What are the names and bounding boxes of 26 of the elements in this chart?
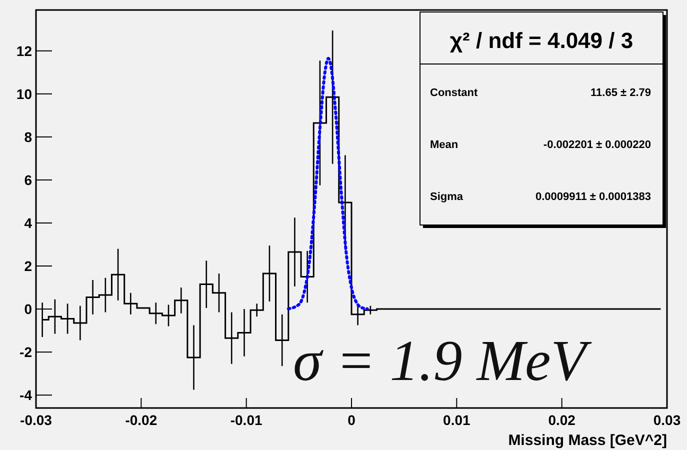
annotation: χ² / ndf = 4.049 / 3 [450,28,634,53]
y-tick-label: 10 [16,86,32,102]
y-tick-label: 6 [24,172,32,188]
y-tick-label: 8 [24,128,32,145]
y-tick-label: -2 [20,344,32,360]
y-tick-label: -4 [20,387,32,404]
x-tick-label: -0.02 [125,412,158,428]
x-tick-label: 0.03 [653,412,681,428]
annotation: σ = 1.9 MeV [293,328,593,393]
x-axis-title: Missing Mass [GeV^2] [508,432,667,449]
x-tick-label: -0.03 [20,412,52,428]
x-tick-label: -0.01 [230,412,262,428]
annotation: 11.65 ± 2.79 [590,87,651,99]
annotation: Mean [430,139,458,151]
line-series [286,56,369,310]
y-tick-label: 4 [24,214,32,231]
y-tick-label: 12 [16,42,32,59]
y-tick-label: 2 [24,258,32,274]
annotation: Sigma [430,191,464,203]
x-tick-label: 0.02 [548,412,576,428]
y-tick-label: 0 [24,301,32,318]
x-tick-label: 0 [348,412,356,428]
annotation: Constant [430,87,478,99]
annotation: 0.0009911 ± 0.0001383 [535,191,651,203]
x-tick-label: 0.01 [443,412,471,428]
annotation: -0.002201 ± 0.000220 [543,139,651,151]
